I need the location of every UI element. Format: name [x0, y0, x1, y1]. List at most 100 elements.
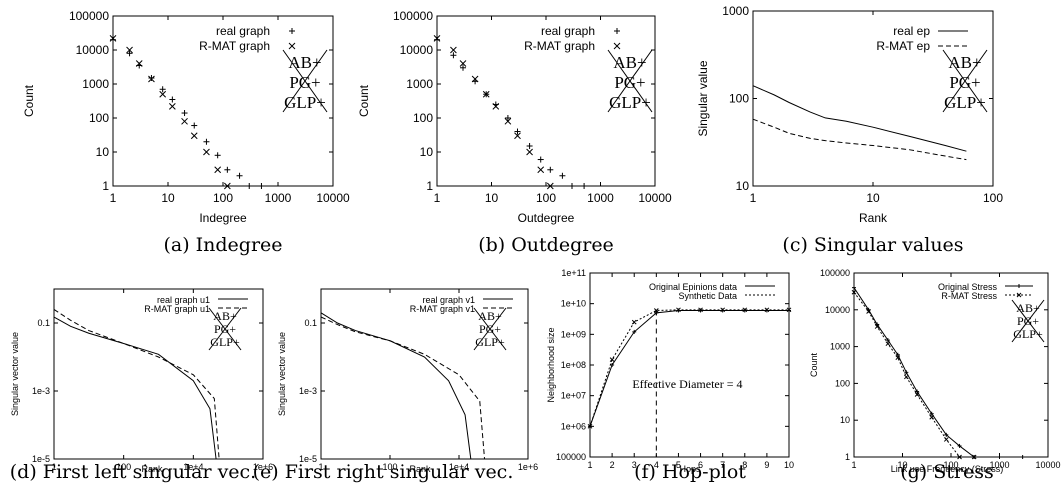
data-point	[1020, 455, 1025, 459]
legend-label: R-MAT ep	[876, 39, 930, 53]
y-tick-label: 10	[736, 179, 750, 193]
legend-label: R-MAT graph	[199, 39, 270, 53]
data-point	[191, 122, 198, 129]
data-point	[169, 96, 176, 103]
y-tick-label: 1e-3	[299, 386, 317, 396]
x-tick-label: 10000	[1035, 460, 1060, 470]
y-axis-label: Count	[22, 84, 36, 117]
y-tick-label: 100	[729, 92, 749, 106]
x-tick-label: 1e+4	[449, 462, 469, 472]
data-point	[492, 103, 500, 110]
data-point	[895, 355, 901, 361]
data-point	[929, 411, 934, 416]
data-point	[943, 437, 949, 442]
series-line	[589, 309, 789, 427]
data-point	[904, 370, 909, 375]
data-point	[224, 182, 231, 190]
x-tick-label: 1	[51, 462, 56, 472]
x-tick-label: 100	[536, 191, 556, 205]
x-tick-label: 10	[866, 191, 880, 205]
figure-caption: (f) Hop-plot	[634, 461, 746, 483]
data-point	[433, 35, 441, 42]
data-point	[609, 357, 615, 362]
stamp-text: GLP+	[944, 93, 986, 112]
data-point	[126, 46, 133, 54]
crossed-out-stamp: AB+PG+GLP+	[1011, 299, 1045, 343]
y-tick-label: 1000	[82, 77, 109, 91]
y-tick-label: 1e+11	[561, 268, 586, 278]
data-point	[764, 307, 770, 313]
x-tick-label: 10000	[638, 191, 672, 205]
legend: real epR-MAT ep	[876, 24, 968, 53]
y-axis-label: Count	[809, 353, 819, 378]
series-1	[320, 312, 472, 460]
y-tick-label: 10000	[76, 43, 110, 57]
x-tick-label: 3	[632, 460, 637, 470]
series-line	[853, 291, 975, 458]
data-point	[895, 352, 900, 357]
y-tick-label: 10000	[825, 305, 850, 315]
y-tick-label: 1e+09	[561, 329, 586, 339]
stamp-text: GLP+	[609, 93, 651, 112]
chart-f: 1 2 3 4 5 6 7 8 9 10 100000 1e+06 1e+07 1e+08 1e+09 1e+…	[546, 268, 794, 483]
series-line	[320, 312, 472, 460]
chart-g: 1 10 100 1000 10000 1 10 100 1000 10000 100000 Link…	[809, 268, 1061, 483]
x-tick-label: 1000	[265, 191, 292, 205]
crossed-out-stamp: AB+PG+GLP+	[208, 307, 242, 351]
y-tick-label: 100	[89, 111, 109, 125]
data-point	[654, 310, 659, 315]
stamp-cross-stroke	[607, 49, 653, 113]
x-tick-label: 5	[676, 460, 681, 470]
y-tick-label: 10	[420, 145, 434, 159]
x-tick-label: 10	[784, 460, 794, 470]
x-tick-label: 1	[851, 460, 856, 470]
y-tick-label: 1	[845, 452, 850, 462]
y-tick-label: 1000	[406, 77, 433, 91]
crossed-out-stamp: AB+PG+GLP+	[942, 49, 988, 113]
data-point	[482, 90, 490, 98]
y-tick-label: 1e+08	[561, 360, 586, 370]
chart-a: 1 10 100 1000 10000 1 10 100 1000 10000 100000 Inde…	[22, 9, 350, 256]
y-tick-label: 1e+07	[561, 391, 586, 401]
data-point	[997, 455, 1002, 459]
data-point	[885, 338, 890, 343]
x-axis-label: Rank	[409, 464, 431, 474]
x-tick-label: 10000	[316, 191, 350, 205]
y-axis-label: Singular vector value	[277, 332, 287, 416]
x-tick-label: 6	[698, 460, 703, 470]
data-point	[450, 52, 457, 59]
series-1	[852, 285, 1025, 459]
figure-caption: (b) Outdegree	[478, 234, 614, 256]
data-point	[537, 166, 545, 174]
stamp-text: GLP+	[284, 93, 326, 112]
stamp-cross-stroke	[208, 307, 242, 351]
data-point	[459, 60, 467, 67]
x-axis-label: Rank	[141, 464, 163, 474]
data-point	[903, 374, 909, 380]
stamp-text: PG+	[614, 73, 645, 92]
y-tick-label: 100	[835, 378, 850, 388]
legend-marker	[614, 28, 620, 34]
figure-caption: (c) Singular values	[782, 234, 963, 256]
y-tick-label: 1e+10	[561, 299, 586, 309]
data-point	[852, 285, 856, 290]
plot-frame	[53, 288, 264, 460]
series-2	[320, 316, 486, 460]
x-tick-label: 100	[213, 191, 233, 205]
legend-label: R-MAT graph v1	[410, 304, 475, 314]
x-tick-label: 8	[742, 460, 747, 470]
data-point	[866, 309, 871, 314]
crossed-out-stamp: AB+PG+GLP+	[607, 49, 653, 113]
y-tick-label: 100000	[556, 452, 586, 462]
series-line	[853, 287, 1023, 458]
legend-marker	[613, 42, 621, 50]
stamp-text: PG+	[949, 73, 980, 92]
data-point	[971, 454, 977, 460]
stamp-cross-stroke	[282, 49, 328, 113]
x-tick-label: 1000	[587, 191, 614, 205]
data-point	[851, 289, 857, 295]
series-2	[851, 289, 977, 460]
